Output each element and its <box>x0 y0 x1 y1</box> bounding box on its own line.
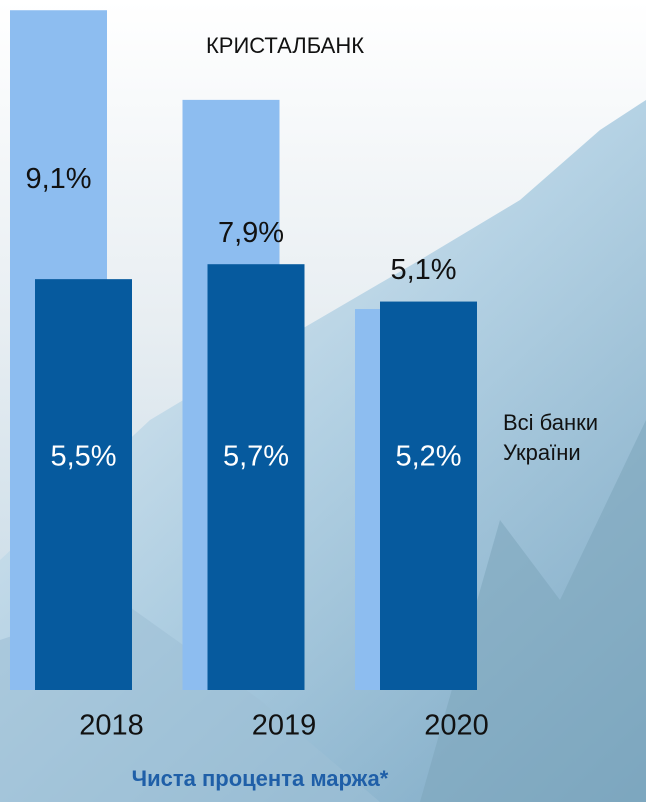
value-label: 5,5% <box>50 441 116 473</box>
legend-label: Всі банки України <box>503 408 646 468</box>
value-label: 7,9% <box>218 217 284 249</box>
page: {"chart_data": {"type": "bar", "title": … <box>0 0 646 802</box>
chart: КРИСТАЛБАНК Всі банки України 9,1% 5,5% 20… <box>0 0 646 802</box>
x-tick-label: 2019 <box>252 710 317 742</box>
value-label: 5,2% <box>395 441 461 473</box>
x-tick-label: 2020 <box>424 710 489 742</box>
value-label: 9,1% <box>25 163 91 195</box>
bar <box>380 302 477 690</box>
x-tick-label: 2018 <box>79 710 144 742</box>
value-label: 5,1% <box>390 254 456 286</box>
bar <box>35 279 132 690</box>
legend-label: КРИСТАЛБАНК <box>206 33 364 58</box>
bar <box>208 264 305 690</box>
value-label: 5,7% <box>223 441 289 473</box>
legend-label-container: Всі банки України <box>503 408 646 478</box>
chart-title: Чиста процента маржа* <box>132 766 389 791</box>
